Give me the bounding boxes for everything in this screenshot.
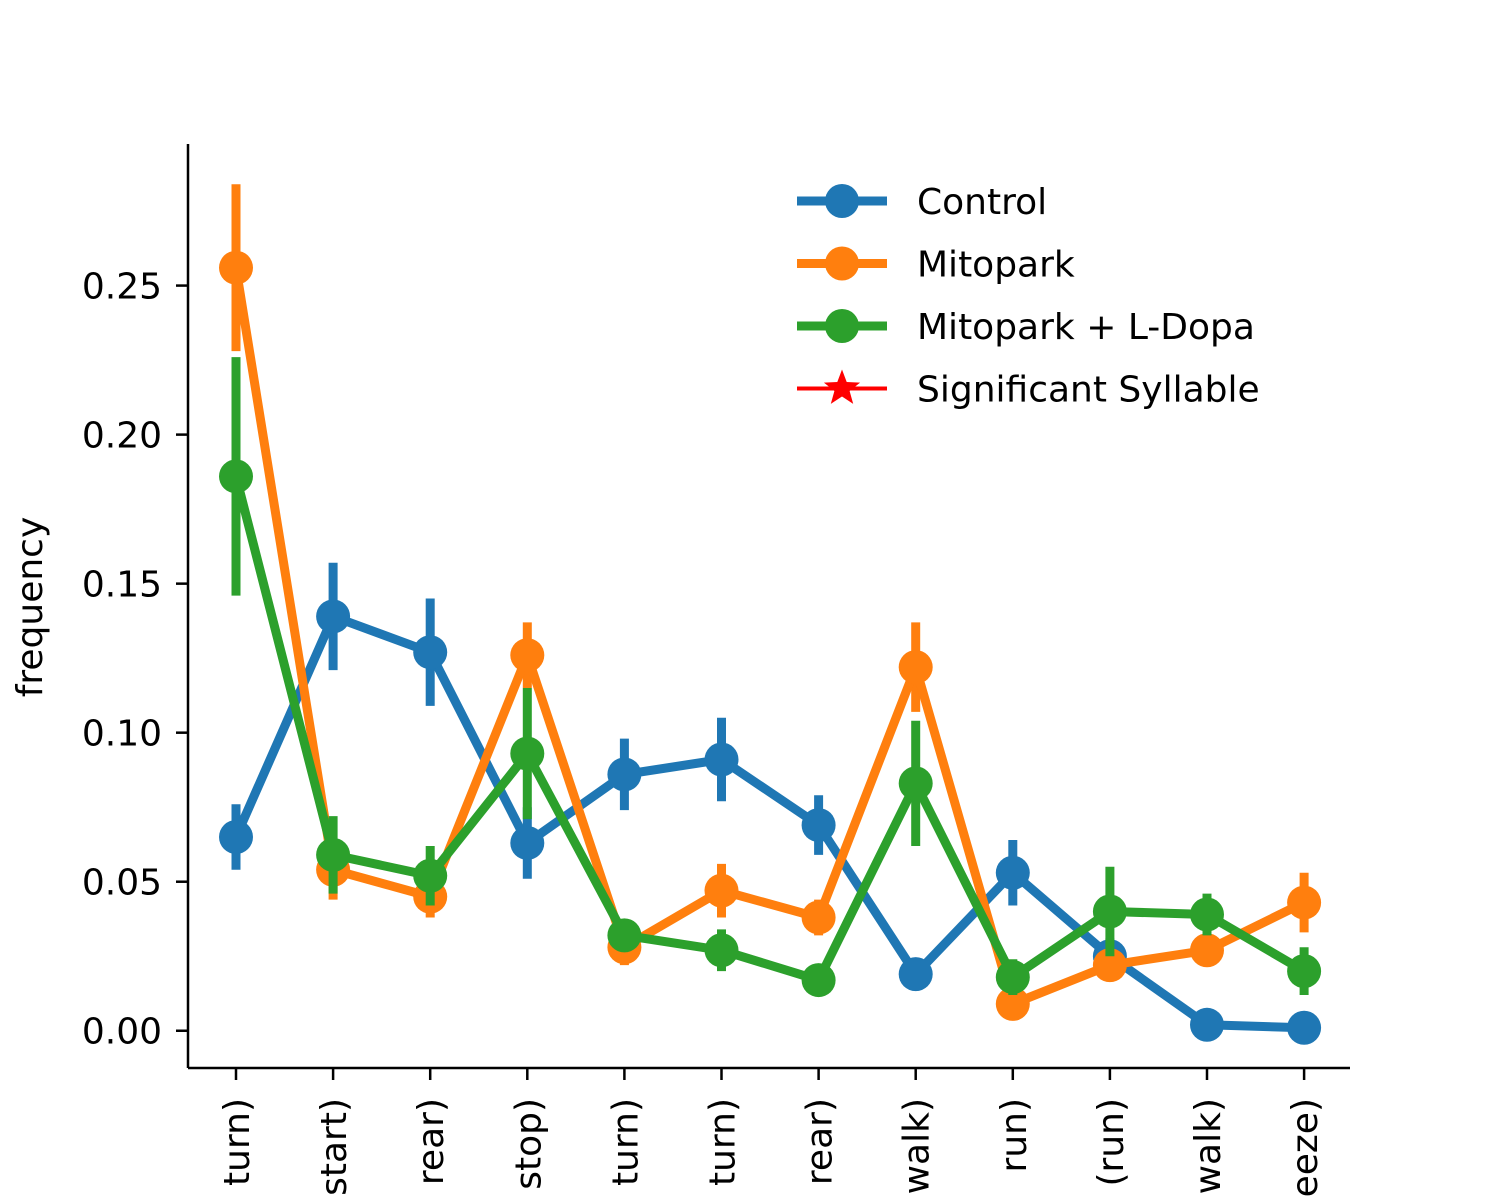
data-point	[704, 742, 739, 777]
y-tick-label: 0.00	[82, 1012, 162, 1053]
y-tick-label: 0.15	[82, 565, 162, 606]
data-point	[801, 963, 836, 998]
data-point	[995, 855, 1030, 890]
y-axis-label: frequency	[10, 517, 51, 698]
legend-label: Significant Syllable	[917, 370, 1260, 411]
x-tick-label: stop)	[508, 1098, 549, 1190]
y-tick-label: 0.25	[82, 267, 162, 308]
x-tick-label: rear)	[411, 1098, 452, 1185]
y-tick-label: 0.05	[82, 863, 162, 904]
data-point	[316, 599, 351, 634]
series-0	[219, 562, 1322, 1045]
data-point	[510, 638, 545, 673]
data-point	[1287, 954, 1322, 989]
x-tick-label: eeze)	[1285, 1098, 1326, 1197]
data-point	[898, 650, 933, 685]
axes: 0.00 0.05 0.10 0.15 0.20 0.25 turn) start) rear)…	[82, 144, 1350, 1197]
data-point	[995, 986, 1030, 1021]
legend-marker	[825, 309, 859, 343]
legend-item: Mitopark	[797, 245, 1075, 286]
x-tick-label: start)	[314, 1098, 355, 1196]
data-point	[510, 825, 545, 860]
data-point	[219, 820, 253, 854]
data-point	[898, 766, 933, 801]
legend: Control Mitopark Mitopark + L-Dopa Signific…	[797, 182, 1260, 411]
data-point	[1092, 948, 1127, 983]
x-tick-label: walk)	[1188, 1098, 1229, 1194]
data-point	[607, 918, 642, 953]
x-tick-label: run)	[994, 1098, 1035, 1172]
data-point	[316, 837, 351, 872]
legend-marker	[825, 246, 859, 281]
data-point	[995, 960, 1030, 995]
legend-item: Control	[797, 182, 1047, 223]
y-tick-label: 0.10	[82, 714, 162, 755]
x-tick-label: rear)	[800, 1098, 841, 1185]
data-point	[1190, 933, 1224, 968]
data-point	[1190, 897, 1224, 932]
data-point	[1092, 894, 1127, 929]
data-point	[801, 900, 836, 935]
data-point	[510, 736, 545, 771]
data-point	[219, 459, 253, 494]
data-point	[704, 933, 739, 968]
x-tick-label: (run)	[1091, 1098, 1132, 1187]
series-layer	[219, 184, 1322, 1045]
data-point	[607, 757, 642, 792]
legend-marker	[825, 184, 859, 218]
data-point	[413, 858, 448, 893]
data-point	[1287, 1010, 1322, 1045]
data-point	[413, 635, 448, 670]
x-tick-label: turn)	[605, 1098, 646, 1186]
star-icon	[823, 369, 861, 404]
x-tick-label: walk)	[897, 1098, 938, 1194]
legend-item: Significant Syllable	[797, 369, 1260, 411]
data-point	[1190, 1007, 1224, 1042]
legend-label: Mitopark	[917, 245, 1075, 286]
data-point	[898, 957, 933, 992]
x-tick-label: turn)	[217, 1098, 258, 1186]
data-point	[801, 808, 836, 843]
legend-label: Control	[917, 182, 1047, 223]
data-point	[1287, 885, 1322, 920]
data-point	[219, 250, 253, 285]
legend-item: Mitopark + L-Dopa	[797, 307, 1255, 348]
data-point	[704, 873, 739, 908]
x-tick-label: turn)	[703, 1098, 744, 1186]
y-tick-label: 0.20	[82, 416, 162, 457]
series-2	[219, 357, 1322, 998]
legend-label: Mitopark + L-Dopa	[917, 307, 1255, 348]
